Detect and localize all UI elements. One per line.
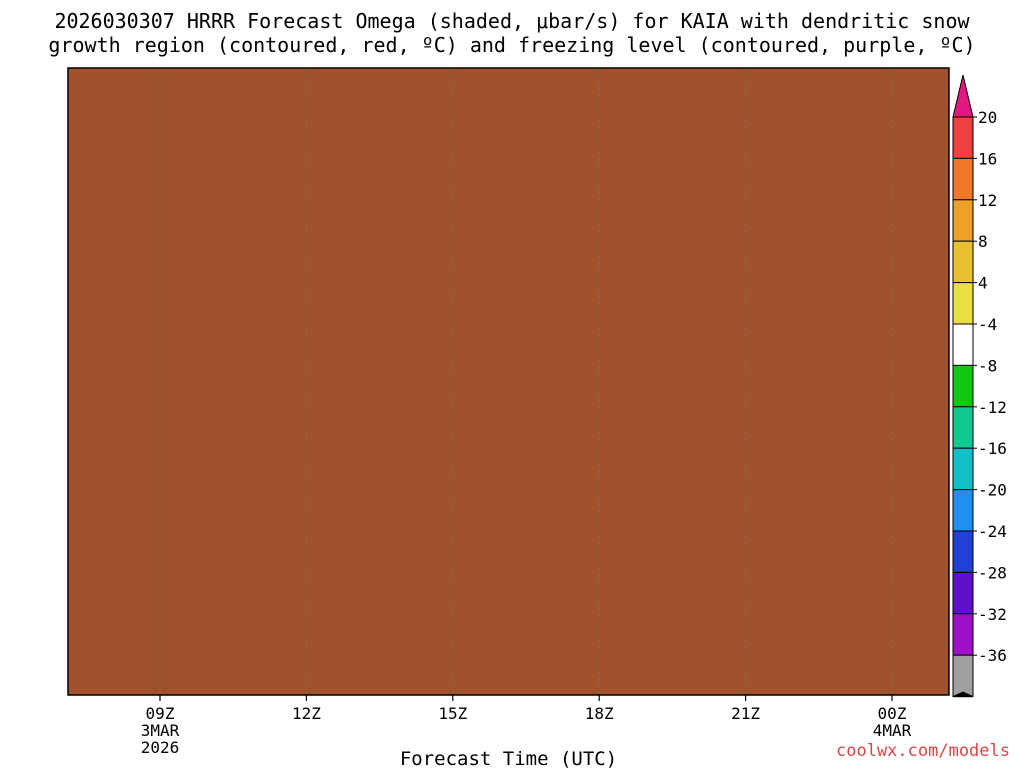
chart-subtitle: growth region (contoured, red, ºC) and f… xyxy=(48,33,976,57)
colorbar-segment-5 xyxy=(952,323,974,366)
x-tick-label-18-0: 18Z xyxy=(585,704,614,723)
colorbar-label-2: 12 xyxy=(978,191,997,210)
x-tick-label-9-2: 2026 xyxy=(141,738,180,757)
axes-layer: 2503003504004505005506006507007508008509… xyxy=(67,67,950,768)
x-tick-label-24-1: 4MAR xyxy=(873,721,912,740)
credit-text: coolwx.com/models xyxy=(836,741,1010,761)
colorbar-label-10: -24 xyxy=(978,522,1007,541)
colorbar-segment-3 xyxy=(952,240,974,284)
colorbar-label-7: -12 xyxy=(978,398,1007,417)
colorbar-segment-13 xyxy=(952,654,974,698)
surface-band xyxy=(68,68,949,695)
colorbar-label-12: -32 xyxy=(978,605,1007,624)
grid-layer xyxy=(159,68,893,695)
colorbar-top-arrow xyxy=(952,74,974,118)
x-axis-label: Forecast Time (UTC) xyxy=(400,748,617,768)
colorbar-segment-7 xyxy=(952,406,974,449)
x-tick-label-21-0: 21Z xyxy=(731,704,760,723)
colorbar-label-11: -28 xyxy=(978,563,1007,582)
colorbar-segment-8 xyxy=(952,447,974,491)
x-tick-label-9-0: 09Z xyxy=(146,704,175,723)
chart-title: 2026030307 HRRR Forecast Omega (shaded, … xyxy=(54,9,970,33)
colorbar-segment-0 xyxy=(952,116,974,159)
plot-frame xyxy=(67,67,950,696)
colorbar-label-1: 16 xyxy=(978,149,997,168)
colorbar-segment-10 xyxy=(952,530,974,573)
colorbar-segment-11 xyxy=(952,571,974,615)
colorbar-segment-1 xyxy=(952,157,974,201)
x-tick-label-12-0: 12Z xyxy=(292,704,321,723)
colorbar-segment-12 xyxy=(952,613,974,656)
colorbar-label-9: -20 xyxy=(978,481,1007,500)
colorbar-segment-2 xyxy=(952,199,974,242)
x-tick-label-24-0: 00Z xyxy=(878,704,907,723)
colorbar-segment-4 xyxy=(952,282,974,325)
colorbar-label-0: 20 xyxy=(978,108,997,127)
colorbar-label-4: 4 xyxy=(978,274,988,293)
colorbar-bottom-arrow xyxy=(952,691,974,698)
colorbar-segment-9 xyxy=(952,489,974,532)
x-tick-label-9-1: 3MAR xyxy=(141,721,180,740)
colorbar: 20 16 12 8 4 -4 -8 -12 -16 -20 -24 -28 -32 -36 xyxy=(952,74,1007,698)
colorbar-label-6: -8 xyxy=(978,356,997,375)
colorbar-label-5: -4 xyxy=(978,315,997,334)
colorbar-label-13: -36 xyxy=(978,646,1007,665)
omega-fill-layer xyxy=(68,68,949,695)
colorbar-segment-6 xyxy=(952,364,974,408)
colorbar-label-8: -16 xyxy=(978,439,1007,458)
colorbar-label-3: 8 xyxy=(978,232,988,251)
x-tick-label-15-0: 15Z xyxy=(438,704,467,723)
